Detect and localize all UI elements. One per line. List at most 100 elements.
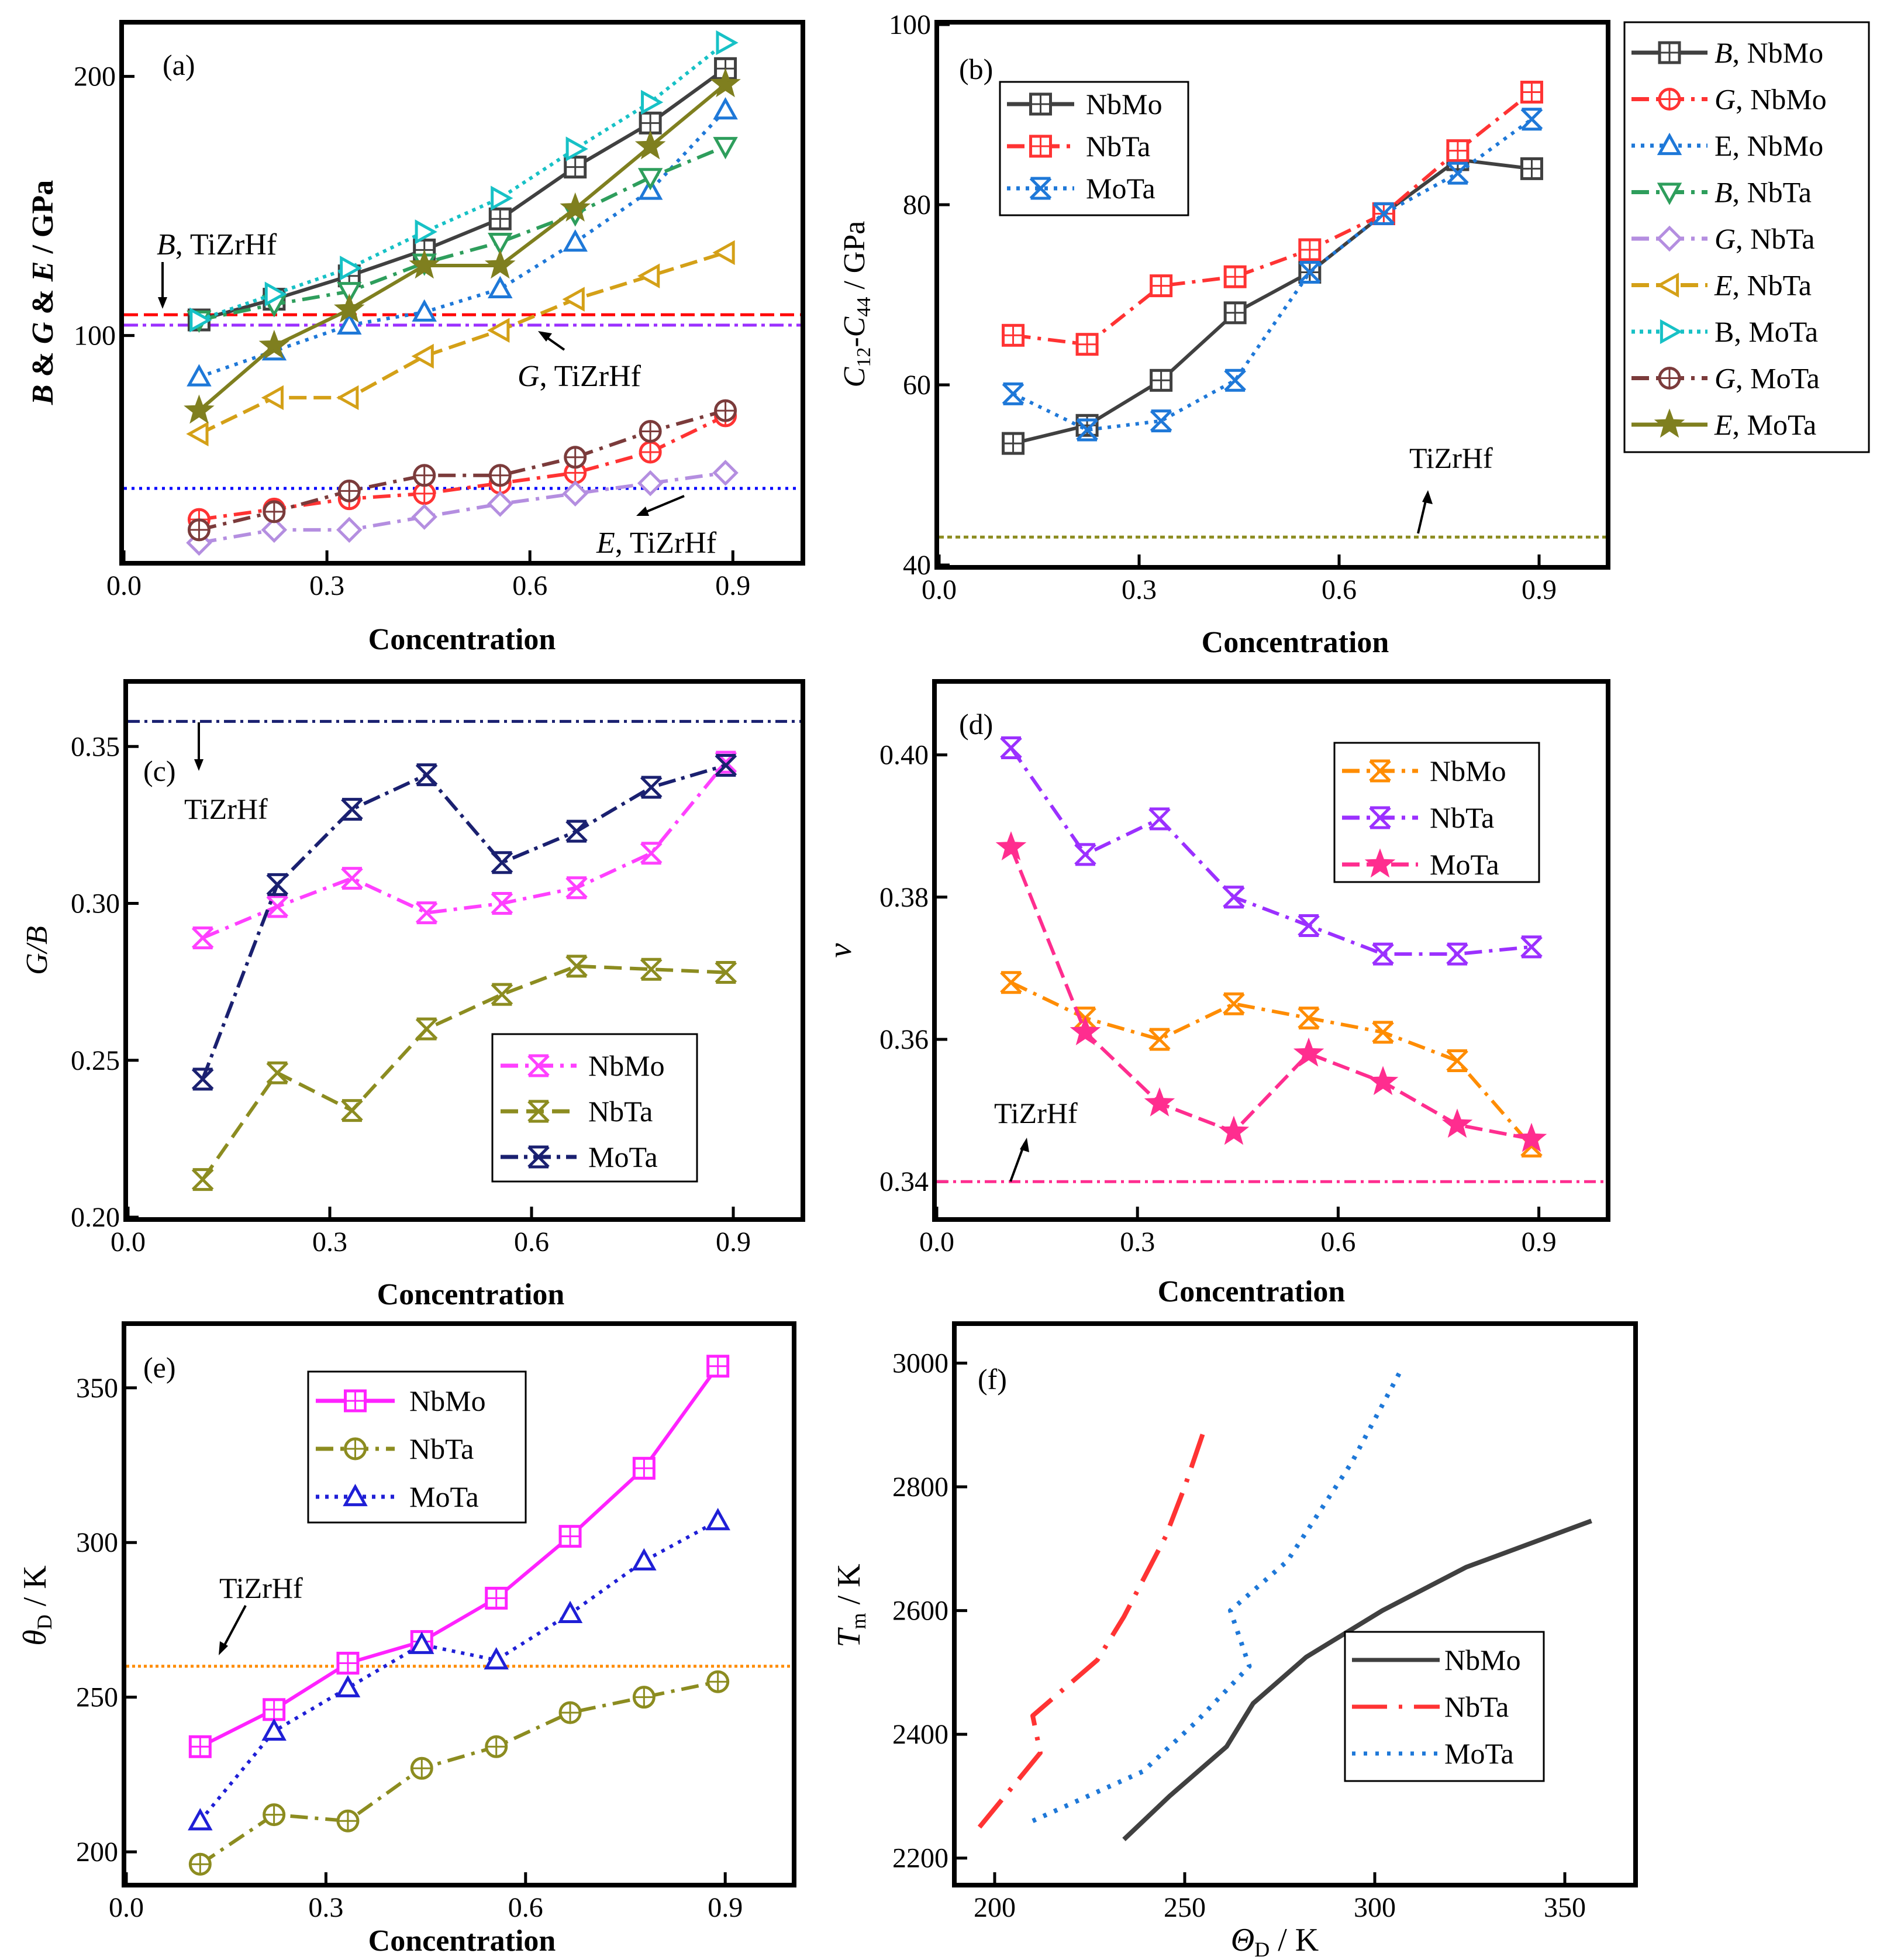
legend-label: NbMo — [1430, 755, 1506, 787]
data-point — [1372, 1021, 1394, 1044]
x-tick-label: 200 — [974, 1892, 1016, 1923]
y-tick-label: 80 — [903, 190, 931, 221]
data-point — [1520, 1134, 1543, 1158]
y-tick-label: 0.35 — [71, 731, 120, 762]
data-point — [1000, 971, 1022, 994]
annot-e-rest: , TiZrHf — [615, 526, 717, 560]
legend-label: B, NbMo — [1715, 36, 1823, 69]
panel-f-label: (f) — [978, 1363, 1007, 1396]
legend-marker — [1029, 177, 1052, 200]
panel-a-annot-e: E, TiZrHf — [596, 526, 717, 560]
data-point — [336, 385, 359, 411]
series-line — [1122, 1518, 1592, 1841]
legend-label: NbMo — [1444, 1644, 1521, 1676]
data-point — [641, 89, 664, 115]
data-point — [1148, 1028, 1171, 1051]
data-point — [1002, 382, 1024, 405]
y-tick-label: 2400 — [892, 1719, 948, 1750]
data-point — [1372, 202, 1395, 225]
data-point — [266, 895, 289, 918]
data-point — [336, 1809, 360, 1832]
series-line — [977, 1430, 1206, 1829]
data-point — [562, 480, 588, 507]
data-point — [263, 500, 286, 523]
data-point — [1223, 301, 1247, 325]
annot-g-rest: , TiZrHf — [540, 360, 641, 393]
y-tick-label: 3000 — [892, 1348, 948, 1379]
annot-b-italic: B — [157, 228, 175, 261]
data-point — [415, 901, 438, 925]
data-point — [710, 68, 741, 98]
x-tick-label: 0.3 — [1122, 574, 1157, 605]
legend-label: MoTa — [1086, 172, 1155, 205]
data-point — [558, 1701, 582, 1724]
data-point — [487, 318, 510, 343]
x-tick-label: 0.3 — [308, 1892, 343, 1923]
panel-a-ylabel: B & G & E / GPa — [26, 180, 60, 405]
panel-a-annot-b: B, TiZrHf — [157, 228, 277, 261]
data-point — [640, 776, 663, 799]
legend-marker — [1654, 408, 1685, 438]
panel-a: 0.0 0.3 0.6 0.9 100 200 (a) Concentration B &… — [26, 20, 1870, 656]
data-point — [1075, 333, 1099, 356]
data-point — [639, 420, 662, 443]
x-tick-label: 0.0 — [106, 570, 142, 601]
legend-label: B, MoTa — [1715, 315, 1818, 348]
data-point — [485, 1735, 508, 1758]
x-tick-label: 0.9 — [1522, 1227, 1557, 1258]
data-point — [714, 399, 737, 422]
legend-marker — [1029, 92, 1052, 116]
series-line — [1010, 981, 1533, 1148]
panel-d-xlabel: Concentration — [1158, 1275, 1346, 1308]
legend-label: NbTa — [1086, 130, 1150, 163]
data-point — [1446, 942, 1468, 966]
data-point — [258, 329, 290, 359]
y-tick-label: 0.34 — [879, 1166, 929, 1197]
data-point — [337, 312, 362, 335]
panel-e-xlabel: Concentration — [368, 1924, 556, 1958]
data-point — [491, 185, 513, 211]
x-tick-label: 0.3 — [309, 570, 344, 601]
legend-marker — [1029, 135, 1052, 158]
data-point — [410, 1756, 433, 1780]
series-line — [1013, 91, 1533, 346]
series-line — [198, 109, 727, 379]
series-line — [1012, 158, 1532, 446]
legend-marker — [344, 1389, 367, 1413]
data-point — [336, 1651, 360, 1675]
panel-b-xlabel: Concentration — [1202, 626, 1389, 659]
panel-a-label: (a) — [163, 49, 195, 81]
data-point — [1223, 992, 1245, 1015]
legend-marker — [344, 1437, 367, 1460]
series-line — [198, 67, 727, 322]
data-point — [415, 219, 437, 244]
legend-marker — [1369, 759, 1391, 783]
legend-label: E, NbTa — [1714, 269, 1812, 302]
data-point — [1218, 1115, 1250, 1145]
series-line — [1032, 1368, 1404, 1823]
data-point — [488, 275, 513, 298]
data-point — [1441, 1108, 1473, 1138]
data-point — [639, 440, 662, 464]
data-point — [188, 1808, 213, 1831]
data-point — [263, 1698, 286, 1721]
data-point — [1223, 886, 1245, 909]
y-tick-label: 200 — [76, 1837, 118, 1868]
data-point — [485, 1586, 508, 1610]
legend-label: NbTa — [1444, 1690, 1509, 1723]
data-point — [491, 851, 513, 874]
data-point — [1150, 409, 1172, 433]
panel-b-annot: TiZrHf — [1409, 442, 1493, 474]
data-point — [632, 1456, 656, 1480]
annot-e-italic: E — [596, 526, 615, 560]
panel-c-ylabel: G/B — [20, 926, 54, 975]
data-point — [187, 364, 212, 387]
legend-label: E, MoTa — [1714, 408, 1816, 441]
y-tick-label: 0.38 — [879, 882, 929, 913]
data-point — [637, 168, 663, 191]
data-point — [565, 876, 588, 900]
legend-marker — [1364, 848, 1396, 878]
legend-marker — [527, 1054, 550, 1077]
data-point — [191, 1067, 214, 1091]
